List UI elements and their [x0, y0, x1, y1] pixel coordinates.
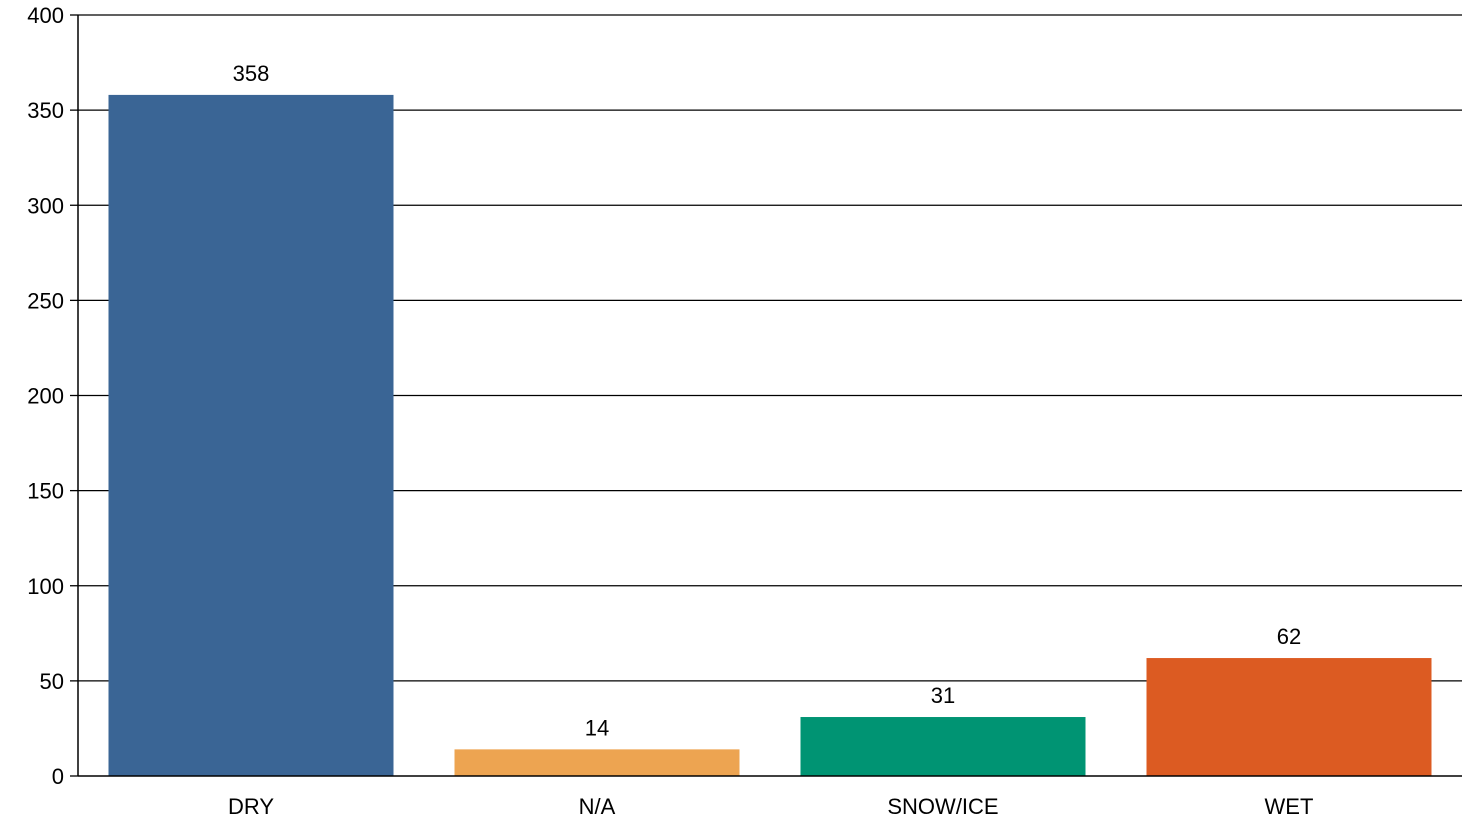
- y-tick-label: 150: [27, 479, 64, 504]
- y-tick-label: 350: [27, 98, 64, 123]
- x-category-label: WET: [1265, 794, 1314, 819]
- axes: [70, 14, 1462, 777]
- y-tick-label: 100: [27, 574, 64, 599]
- data-label: 358: [233, 61, 270, 86]
- bars: [108, 94, 1432, 776]
- data-label: 62: [1277, 624, 1301, 649]
- y-tick-label: 0: [52, 764, 64, 789]
- data-label: 14: [585, 715, 609, 740]
- y-tick-label: 250: [27, 288, 64, 313]
- y-tick-label: 200: [27, 384, 64, 409]
- y-tick-label: 50: [40, 669, 64, 694]
- bar-dry: [108, 94, 394, 776]
- x-category-label: SNOW/ICE: [887, 794, 998, 819]
- x-category-label: N/A: [579, 794, 616, 819]
- y-tick-label: 400: [27, 3, 64, 28]
- data-label: 31: [931, 683, 955, 708]
- bar-snow-ice: [800, 717, 1086, 776]
- y-tick-label: 300: [27, 193, 64, 218]
- x-category-label: DRY: [228, 794, 274, 819]
- bar-n-a: [454, 749, 740, 776]
- labels: 0 50 100 150 200 250 300 350 400 358 DRY 14 N/A 31 SNO…: [27, 3, 1313, 819]
- bar-wet: [1146, 658, 1432, 776]
